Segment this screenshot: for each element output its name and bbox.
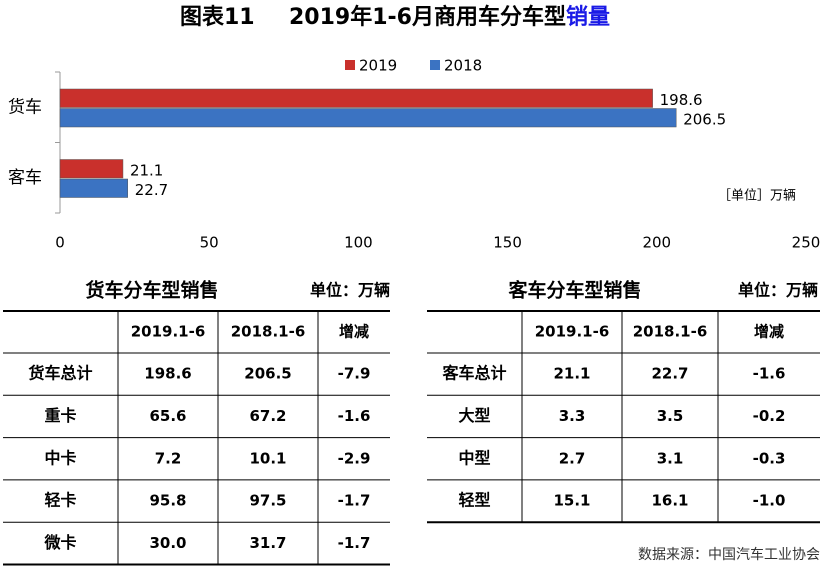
table-cell: 3.5 <box>657 407 684 425</box>
legend-swatch <box>430 60 440 70</box>
table-cell: 15.1 <box>553 492 590 510</box>
table-cell: -0.3 <box>753 449 786 467</box>
x-tick-label: 100 <box>344 234 373 252</box>
table-cell: 大型 <box>458 406 490 425</box>
table-unit: 单位：万辆 <box>738 281 818 300</box>
title-highlight: 销量 <box>566 5 610 30</box>
table-cell: -0.2 <box>753 407 786 425</box>
table-cell: -1.7 <box>338 492 371 510</box>
table-header: 增减 <box>754 323 784 341</box>
legend-swatch <box>345 60 355 70</box>
x-tick-label: 0 <box>55 234 65 252</box>
table-cell: 22.7 <box>651 365 688 383</box>
unit-note: ［单位］万辆 <box>718 189 796 204</box>
table-cell: 67.2 <box>249 407 286 425</box>
y-tick-label: 货车 <box>8 97 42 117</box>
table-cell: 轻型 <box>458 491 490 510</box>
chart-title: 2019年1-6月商用车分车型销量 <box>289 4 610 30</box>
table-cell: -1.7 <box>338 534 371 552</box>
table-header: 2018.1-6 <box>231 323 306 341</box>
x-tick-label: 50 <box>200 234 219 252</box>
value-label: 198.6 <box>660 91 703 109</box>
table-cell: 21.1 <box>553 365 590 383</box>
table-header: 2019.1-6 <box>131 323 206 341</box>
table-cell: 3.3 <box>559 407 586 425</box>
table-cell: 31.7 <box>249 534 286 552</box>
table-cell: 65.6 <box>149 407 186 425</box>
table-cell: 30.0 <box>149 534 186 552</box>
table-cell: -1.0 <box>753 492 786 510</box>
title-main: 2019年1-6月商用车分车型 <box>289 4 566 30</box>
x-tick-label: 150 <box>493 234 522 252</box>
table-cell: -2.9 <box>338 449 371 467</box>
table-title: 货车分车型销售 <box>85 279 218 302</box>
table-title: 客车分车型销售 <box>508 279 641 302</box>
table-cell: 重卡 <box>44 406 76 425</box>
table-cell: 7.2 <box>155 449 182 467</box>
table-cell: 2.7 <box>559 449 586 467</box>
x-tick-label: 250 <box>792 234 821 252</box>
table-cell: -1.6 <box>753 365 786 383</box>
source: 数据来源：中国汽车工业协会 <box>638 546 820 563</box>
bar <box>59 178 128 198</box>
table-header: 2019.1-6 <box>535 323 610 341</box>
table-header: 2018.1-6 <box>633 323 708 341</box>
legend-label: 2019 <box>359 57 397 75</box>
table-cell: 95.8 <box>149 492 186 510</box>
value-label: 21.1 <box>130 161 163 179</box>
table-cell: -1.6 <box>338 407 371 425</box>
y-tick-label: 客车 <box>8 168 42 188</box>
table-cell: 客车总计 <box>442 364 506 383</box>
table-cell: 10.1 <box>249 449 286 467</box>
table-cell: 中型 <box>458 448 490 467</box>
table-unit: 单位：万辆 <box>310 281 390 300</box>
table-cell: 微卡 <box>43 533 76 552</box>
bar <box>59 108 677 128</box>
table-cell: 206.5 <box>244 365 291 383</box>
table-cell: 3.1 <box>657 449 684 467</box>
bar <box>59 88 653 108</box>
legend-label: 2018 <box>444 57 482 75</box>
bar <box>59 159 124 179</box>
figure-label: 图表11 <box>180 5 255 30</box>
value-label: 22.7 <box>135 181 168 199</box>
table-cell: 货车总计 <box>28 364 92 383</box>
table-header: 增减 <box>339 323 369 341</box>
table-cell: 16.1 <box>651 492 688 510</box>
x-tick-label: 200 <box>642 234 671 252</box>
table-cell: -7.9 <box>338 365 371 383</box>
table-cell: 97.5 <box>249 492 286 510</box>
table-cell: 中卡 <box>44 448 76 467</box>
table-cell: 198.6 <box>144 365 191 383</box>
table-cell: 轻卡 <box>44 491 76 510</box>
value-label: 206.5 <box>683 110 726 128</box>
